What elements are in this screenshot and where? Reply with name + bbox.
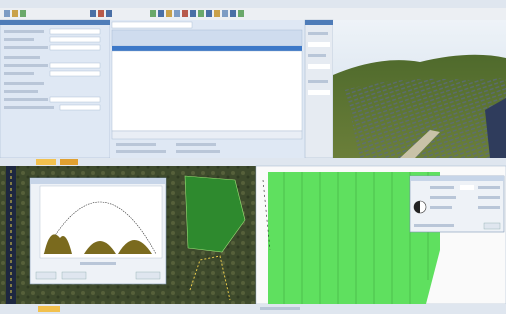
field-label: [4, 72, 34, 75]
tool-icon[interactable]: [106, 10, 112, 17]
panel-header: [0, 20, 110, 25]
tool-icon[interactable]: [12, 10, 18, 17]
field-label: [4, 56, 40, 59]
button[interactable]: [484, 223, 500, 229]
tool-icon[interactable]: [230, 10, 236, 17]
selected-row[interactable]: [112, 46, 302, 51]
input[interactable]: [50, 97, 100, 102]
dialog-title-bar: [410, 176, 504, 181]
button[interactable]: [36, 272, 56, 279]
tool-icon[interactable]: [98, 10, 104, 17]
tool-icon[interactable]: [20, 10, 26, 17]
input[interactable]: [308, 90, 330, 95]
status-bar: [0, 304, 506, 314]
status-text: [260, 307, 300, 310]
input[interactable]: [460, 185, 474, 190]
table-header: [112, 30, 302, 46]
field-label: [4, 38, 34, 41]
dialog-title-bar: [30, 178, 166, 184]
field-label: [4, 98, 48, 101]
input[interactable]: [50, 29, 100, 34]
field-label: [430, 196, 456, 199]
field-label: [478, 206, 500, 209]
table-body: [112, 51, 302, 131]
input[interactable]: [50, 45, 100, 50]
tool-icon[interactable]: [190, 10, 196, 17]
field-label: [430, 186, 454, 189]
input[interactable]: [50, 71, 100, 76]
button[interactable]: [62, 272, 86, 279]
status-tab[interactable]: [38, 306, 60, 312]
field-label: [414, 224, 454, 227]
field-label: [4, 90, 38, 93]
tool-icon[interactable]: [4, 10, 10, 17]
toolbar: [0, 8, 506, 20]
tool-icon[interactable]: [150, 10, 156, 17]
panel-header: [305, 20, 333, 25]
title-bar: [0, 0, 506, 8]
field-label: [308, 80, 328, 83]
tool-icon[interactable]: [174, 10, 180, 17]
input[interactable]: [308, 42, 330, 47]
option-label: [176, 143, 216, 146]
field-label: [4, 46, 48, 49]
tool-icon[interactable]: [206, 10, 212, 17]
button[interactable]: [136, 272, 160, 279]
tool-icon[interactable]: [214, 10, 220, 17]
tool-icon[interactable]: [198, 10, 204, 17]
properties-panel: [305, 20, 333, 158]
tool-icon[interactable]: [166, 10, 172, 17]
active-tab[interactable]: [36, 159, 56, 165]
page: [0, 0, 506, 314]
tool-icon[interactable]: [182, 10, 188, 17]
option-label: [176, 150, 220, 153]
tool-icon[interactable]: [90, 10, 96, 17]
input[interactable]: [60, 105, 100, 110]
field-label: [430, 206, 452, 209]
field-label: [4, 64, 48, 67]
tab[interactable]: [60, 159, 78, 165]
tool-icon[interactable]: [238, 10, 244, 17]
tool-icon[interactable]: [158, 10, 164, 17]
input[interactable]: [308, 64, 330, 69]
field-label: [4, 82, 44, 85]
input[interactable]: [50, 37, 100, 42]
input[interactable]: [50, 63, 100, 68]
field-label: [478, 196, 500, 199]
field-label: [4, 106, 54, 109]
option-label: [116, 143, 156, 146]
option-label: [116, 150, 166, 153]
field-label: [308, 54, 326, 57]
caption: [80, 262, 116, 265]
tool-icon[interactable]: [222, 10, 228, 17]
app-window: [0, 0, 506, 314]
field-label: [308, 32, 328, 35]
table-footer: [112, 131, 302, 139]
search-box[interactable]: [112, 22, 192, 28]
road-strip: [6, 166, 16, 304]
field-label: [4, 30, 44, 33]
field-label: [478, 186, 500, 189]
